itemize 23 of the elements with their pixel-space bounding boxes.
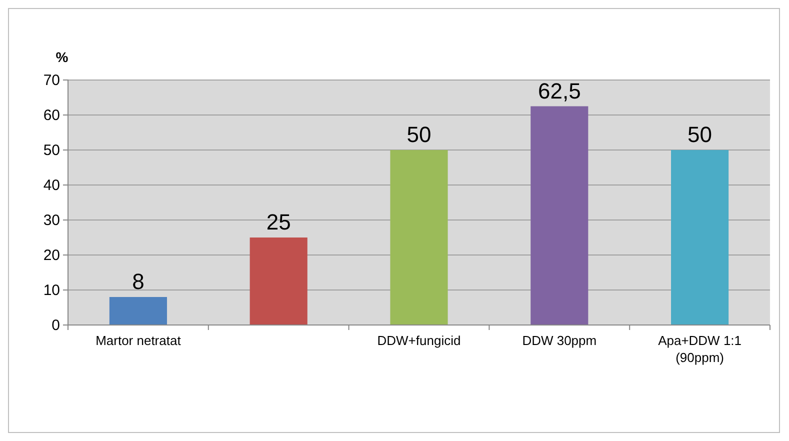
y-tick-label: 60 (43, 106, 60, 124)
y-axis-title: % (56, 49, 69, 65)
data-label: 25 (266, 210, 291, 234)
x-tick-label: Apa+DDW 1:1 (90ppm) (658, 333, 742, 365)
x-tick-label: Martor netratat (96, 333, 182, 348)
data-label: 50 (688, 122, 712, 147)
y-tick-label: 0 (52, 316, 60, 334)
bar (530, 106, 588, 325)
y-tick-label: 20 (43, 246, 60, 264)
bar (109, 297, 167, 325)
y-tick-label: 30 (43, 212, 60, 229)
y-tick-label: 70 (43, 72, 60, 89)
y-tick-label: 50 (43, 142, 60, 159)
data-label: 62,5 (538, 78, 581, 104)
data-label: 50 (406, 122, 432, 147)
data-label: 8 (132, 269, 144, 294)
x-tick-label: DDW+fungicid (377, 333, 461, 348)
y-tick-label: 10 (43, 282, 60, 299)
x-tick-label: DDW 30ppm (522, 333, 597, 348)
bar (671, 150, 729, 325)
bar (250, 238, 308, 325)
y-tick-label: 40 (43, 176, 60, 194)
bar (390, 150, 448, 325)
